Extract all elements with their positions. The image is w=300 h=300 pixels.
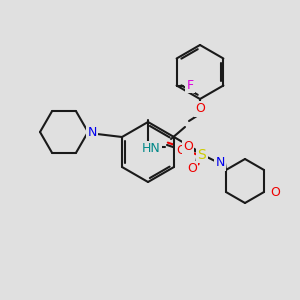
Text: HN: HN: [142, 142, 160, 155]
Text: N: N: [87, 125, 97, 139]
Text: O: O: [183, 140, 193, 154]
Text: O: O: [187, 163, 197, 176]
Text: F: F: [187, 79, 194, 92]
Text: S: S: [198, 148, 206, 162]
Text: O: O: [176, 145, 186, 158]
Text: N: N: [215, 157, 225, 169]
Text: O: O: [270, 185, 280, 199]
Text: O: O: [195, 103, 205, 116]
